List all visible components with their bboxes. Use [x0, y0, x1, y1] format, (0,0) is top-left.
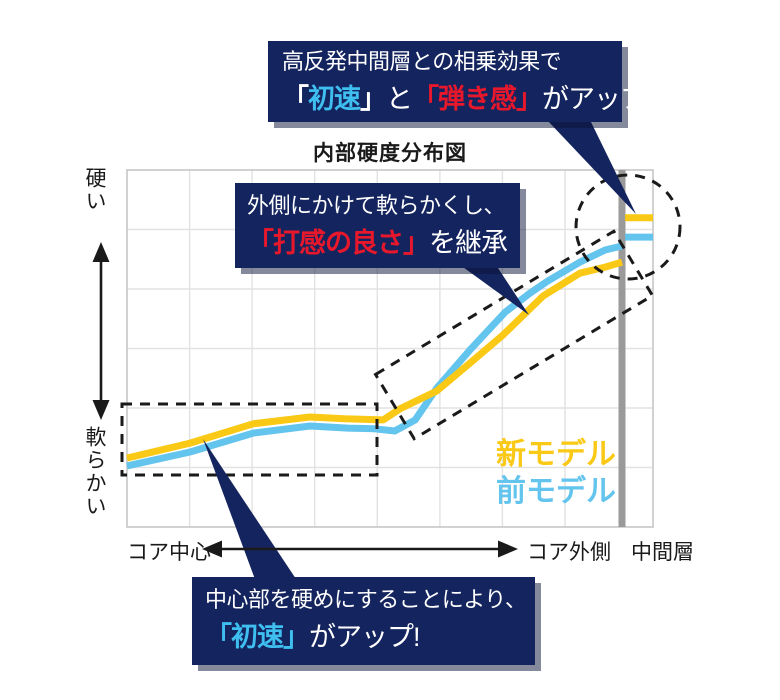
x-axis-core-center-label: コア中心 — [127, 541, 211, 564]
callout-pointer-bottom-icon — [203, 439, 298, 582]
series-line-core-new_model — [126, 258, 623, 462]
x-axis-middle-layer-label: 中間層 — [631, 541, 694, 564]
callout-pointer-middle-icon — [456, 262, 529, 315]
plot-border — [126, 169, 654, 528]
callout-top-line2: 「初速」と「弾き感」がアップ。 — [282, 84, 672, 114]
middle-layer-highlight-circle — [574, 173, 682, 281]
legend-old-model: 前モデル — [496, 475, 616, 508]
axis-arrows — [92, 242, 518, 558]
chart-title: 内部硬度分布図 — [313, 142, 467, 165]
slope-region-highlight-box — [373, 229, 655, 441]
callout-middle-line1: 外側にかけて軟らかくし、 — [247, 193, 506, 218]
y-axis-hard-label: 硬い — [83, 167, 106, 213]
highlight-shapes — [120, 173, 682, 477]
x-axis-core-outside-label: コア外側 — [527, 541, 611, 564]
callout-middle-line2: 「打感の良さ」を継承 — [247, 228, 508, 258]
callout-top-speed-bounce: 高反発中間層との相乗効果で 「初速」と「弾き感」がアップ。 — [268, 41, 672, 122]
callout-top-line1: 高反発中間層との相乗効果で — [282, 49, 562, 74]
callout-bottom-hard-center: 中心部を硬めにすることにより、 「初速」がアップ! — [192, 577, 535, 665]
series-line-core-old_model — [126, 242, 623, 470]
core-region-highlight-box — [120, 402, 379, 477]
legend: 新モデル 前モデル — [440, 436, 616, 510]
callout-bottom-line2: 「初速」がアップ! — [205, 622, 421, 652]
callout-middle-soft-feel: 外側にかけて軟らかくし、 「打感の良さ」を継承 — [235, 183, 520, 268]
callout-pointer-top-icon — [547, 120, 636, 214]
callout-bottom-line1: 中心部を硬めにすることにより、 — [205, 587, 527, 612]
legend-new-model: 新モデル — [496, 438, 616, 471]
callout-pointers — [203, 120, 636, 582]
middle-layer-divider — [618, 170, 626, 527]
y-axis-soft-label: 軟らかい — [83, 426, 106, 518]
series-lines — [126, 214, 653, 470]
